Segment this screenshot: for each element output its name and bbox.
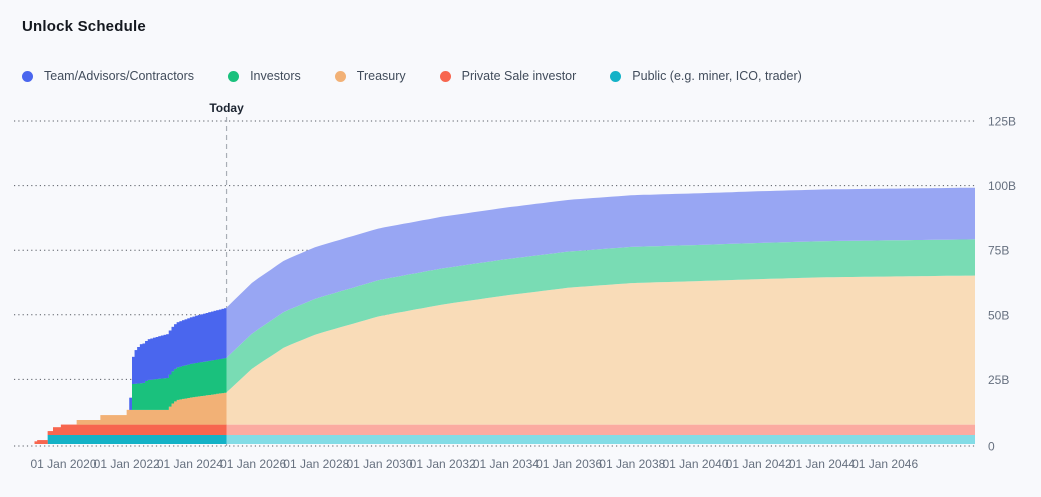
y-axis-tick-label: 75B	[988, 244, 1009, 258]
x-axis-tick-label: 01 Jan 2022	[94, 457, 160, 471]
x-axis-tick-label: 01 Jan 2044	[789, 457, 855, 471]
legend-item-label: Team/Advisors/Contractors	[44, 69, 195, 83]
x-axis-tick-label: 01 Jan 2032	[410, 457, 476, 471]
y-axis-tick-label: 125B	[988, 115, 1016, 129]
y-axis-tick-label: 50B	[988, 308, 1009, 322]
area-past-private-sale-investor[interactable]	[31, 424, 975, 444]
area-past-treasury[interactable]	[31, 276, 975, 445]
area-past-group	[31, 188, 975, 445]
y-axis-tick-label: 25B	[988, 373, 1009, 387]
legend-dot-icon	[22, 70, 33, 82]
x-axis-tick-label: 01 Jan 2030	[346, 457, 412, 471]
y-axis-tick-label: 0	[988, 440, 995, 454]
legend-item-investors[interactable]: Investors	[228, 69, 301, 83]
x-axis-tick-label: 01 Jan 2024	[157, 457, 223, 471]
x-axis-tick-label: 01 Jan 2036	[536, 457, 602, 471]
legend-item-label: Public (e.g. miner, ICO, trader)	[632, 69, 802, 83]
legend-item-team-advisors-contractors[interactable]: Team/Advisors/Contractors	[22, 69, 194, 83]
area-future-investors[interactable]	[31, 239, 975, 444]
legend-dot-icon	[610, 70, 622, 82]
area-future-public-e-g-miner-ico-trader[interactable]	[31, 435, 975, 444]
area-future-private-sale-investor[interactable]	[31, 424, 975, 444]
legend-item-label: Treasury	[356, 69, 406, 83]
legend-item-treasury[interactable]: Treasury	[334, 69, 406, 83]
x-axis-tick-label: 01 Jan 2046	[852, 457, 918, 471]
legend-dot-icon	[439, 70, 451, 82]
legend-item-public-e-g-miner-ico-trader[interactable]: Public (e.g. miner, ICO, trader)	[610, 69, 802, 83]
legend-item-label: Investors	[250, 69, 301, 83]
legend-dot-icon	[334, 70, 346, 82]
x-axis-tick-label: 01 Jan 2034	[473, 457, 539, 471]
x-axis-tick-label: 01 Jan 2020	[30, 457, 96, 471]
x-axis-tick-label: 01 Jan 2028	[283, 457, 349, 471]
y-axis-tick-label: 100B	[988, 179, 1016, 193]
area-past-team-advisors-contractors[interactable]	[31, 188, 975, 444]
today-label: Today	[209, 101, 244, 115]
x-axis-tick-label: 01 Jan 2026	[220, 457, 286, 471]
chart-legend: Team/Advisors/Contractors Investors Treasu…	[22, 69, 802, 83]
x-axis-tick-label: 01 Jan 2042	[726, 457, 792, 471]
legend-dot-icon	[228, 70, 240, 82]
area-future-treasury[interactable]	[31, 275, 975, 445]
x-axis-tick-label: 01 Jan 2038	[599, 457, 665, 471]
legend-item-label: Private Sale investor	[461, 69, 577, 83]
page-title: Unlock Schedule	[22, 18, 146, 35]
area-past-public-e-g-miner-ico-trader[interactable]	[31, 435, 975, 444]
area-past-investors[interactable]	[31, 239, 975, 444]
x-axis-tick-label: 01 Jan 2040	[662, 457, 728, 471]
legend-item-private-sale-investor[interactable]: Private Sale investor	[439, 69, 577, 83]
